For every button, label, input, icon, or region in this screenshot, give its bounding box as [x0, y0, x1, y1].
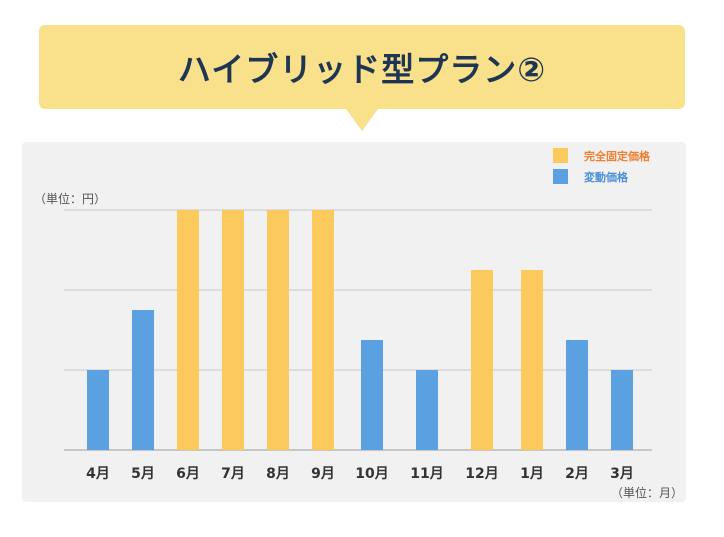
legend-swatch-variable	[553, 169, 568, 184]
legend-swatch-fixed	[553, 148, 568, 163]
legend-label-fixed: 完全固定価格	[584, 149, 651, 163]
x-tick-label: 3月	[610, 466, 634, 482]
bar-3月	[611, 370, 633, 450]
bar-12月	[471, 270, 493, 450]
bar-9月	[312, 210, 334, 450]
x-tick-label: 7月	[221, 466, 245, 482]
bar-6月	[177, 210, 199, 450]
x-tick-label: 6月	[176, 466, 200, 482]
page-title: ハイブリッド型プラン②	[177, 50, 547, 89]
legend-label-variable: 変動価格	[584, 170, 629, 184]
bar-2月	[566, 340, 588, 450]
y-unit-label: （単位：円）	[34, 191, 106, 206]
bar-1月	[521, 270, 543, 450]
x-tick-label: 11月	[410, 466, 443, 482]
bar-10月	[361, 340, 383, 450]
bar-5月	[132, 310, 154, 450]
x-tick-label: 4月	[86, 466, 110, 482]
bar-4月	[87, 370, 109, 450]
bar-11月	[416, 370, 438, 450]
x-tick-label: 1月	[520, 466, 544, 482]
x-tick-label: 8月	[266, 466, 290, 482]
x-tick-label: 9月	[311, 466, 335, 482]
banner-pointer	[346, 109, 378, 131]
bar-8月	[267, 210, 289, 450]
title-banner: ハイブリッド型プラン②	[39, 25, 685, 109]
x-tick-label: 2月	[565, 466, 589, 482]
x-unit-label: （単位：月）	[611, 485, 683, 500]
x-tick-label: 12月	[465, 466, 498, 482]
x-tick-label: 10月	[355, 466, 388, 482]
x-tick-label: 5月	[131, 466, 155, 482]
bar-7月	[222, 210, 244, 450]
